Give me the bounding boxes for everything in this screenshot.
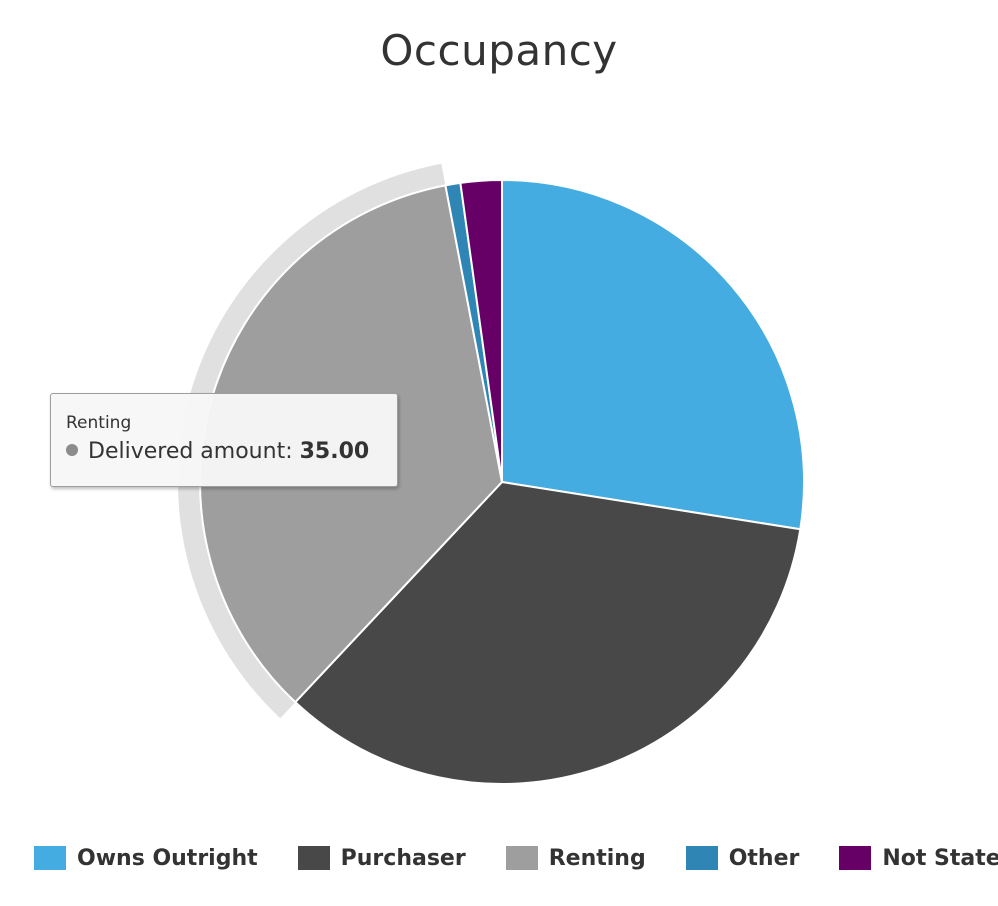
legend-label: Other	[728, 845, 800, 871]
tooltip-series-label: Delivered amount:	[88, 439, 293, 464]
legend-swatch	[297, 846, 330, 870]
legend-item-owns-outright[interactable]: Owns Outright	[34, 846, 258, 871]
legend-swatch	[839, 846, 872, 870]
pie-slice-not-stated[interactable]	[459, 179, 503, 483]
legend-item-not-stated[interactable]: Not Stated	[839, 846, 998, 871]
tooltip-value: 35.00	[299, 439, 370, 464]
tooltip: Renting Delivered amount: 35.00	[50, 393, 398, 487]
chart-title: Occupancy	[380, 26, 618, 75]
legend-swatch	[685, 846, 718, 870]
hover-halo-layer	[178, 163, 446, 719]
pie-slices	[199, 179, 805, 785]
legend-label: Renting	[548, 845, 646, 871]
tooltip-series-dot	[66, 444, 78, 456]
legend-item-other[interactable]: Other	[685, 845, 800, 871]
legend-label: Not Stated	[882, 845, 998, 871]
legend-label: Purchaser	[340, 845, 466, 871]
pie-slice-owns-outright[interactable]	[501, 179, 805, 531]
tooltip-title: Renting	[66, 413, 132, 433]
tooltip-row: Delivered amount: 35.00	[66, 438, 382, 466]
legend: Owns Outright Purchaser Renting Other Not St…	[34, 838, 998, 878]
legend-swatch	[34, 846, 66, 870]
legend-label: Owns Outright	[77, 845, 258, 871]
pie-slice-purchaser[interactable]	[294, 481, 802, 785]
legend-item-purchaser[interactable]: Purchaser	[297, 845, 466, 871]
legend-swatch	[505, 846, 538, 870]
legend-item-renting[interactable]: Renting	[505, 845, 646, 871]
hover-halo-renting	[178, 163, 446, 719]
